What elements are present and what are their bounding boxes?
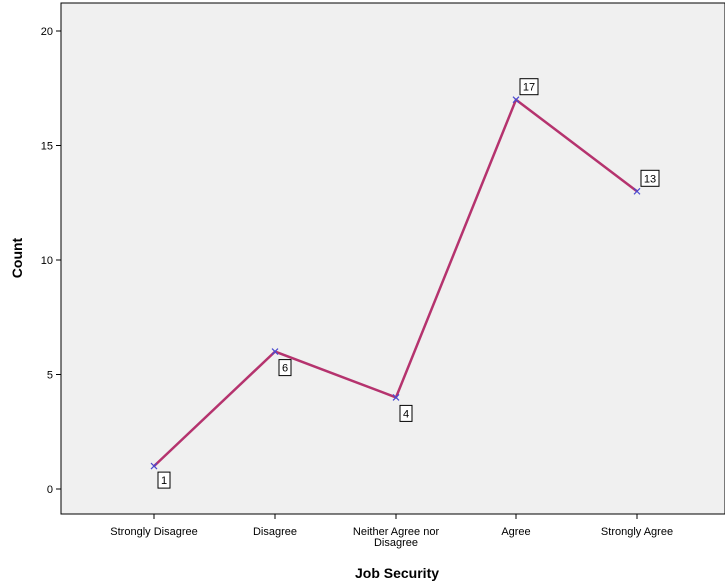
data-label-text: 1 bbox=[161, 475, 167, 487]
data-label: 6 bbox=[278, 359, 292, 377]
x-tick-label: Strongly Disagree bbox=[110, 526, 197, 538]
data-label-text: 13 bbox=[644, 173, 656, 185]
data-label-text: 17 bbox=[523, 82, 535, 94]
data-point-marker bbox=[633, 187, 641, 195]
y-axis-title: Count bbox=[9, 237, 25, 278]
data-label-text: 4 bbox=[403, 408, 409, 420]
data-point-marker bbox=[271, 348, 279, 356]
x-tick-label: Agree bbox=[501, 526, 530, 538]
y-tick-label: 5 bbox=[47, 370, 53, 382]
data-label: 4 bbox=[399, 404, 413, 422]
x-axis-title: Job Security bbox=[355, 565, 439, 581]
data-label-text: 6 bbox=[282, 363, 288, 375]
y-tick-label: 0 bbox=[47, 484, 53, 496]
y-tick-label: 20 bbox=[41, 26, 53, 38]
y-axis: 0 5 10 15 20 bbox=[41, 26, 61, 496]
data-label: 1 bbox=[157, 471, 171, 489]
data-label: 17 bbox=[519, 78, 539, 96]
series-markers bbox=[150, 96, 641, 470]
x-tick-label: Neither Agree nor Disagree bbox=[353, 526, 440, 549]
x-tick-label: Disagree bbox=[253, 526, 297, 538]
data-labels: 1 6 4 17 13 bbox=[157, 78, 660, 489]
y-tick-label: 15 bbox=[41, 141, 53, 153]
data-point-marker bbox=[392, 393, 400, 401]
data-label: 13 bbox=[640, 169, 660, 187]
data-point-marker bbox=[512, 96, 520, 104]
x-tick-label: Strongly Agree bbox=[601, 526, 673, 538]
x-axis: Strongly Disagree Disagree Neither Agree n… bbox=[110, 514, 673, 549]
y-tick-label: 10 bbox=[41, 255, 53, 267]
plot-area bbox=[60, 2, 725, 515]
data-point-marker bbox=[150, 462, 158, 470]
